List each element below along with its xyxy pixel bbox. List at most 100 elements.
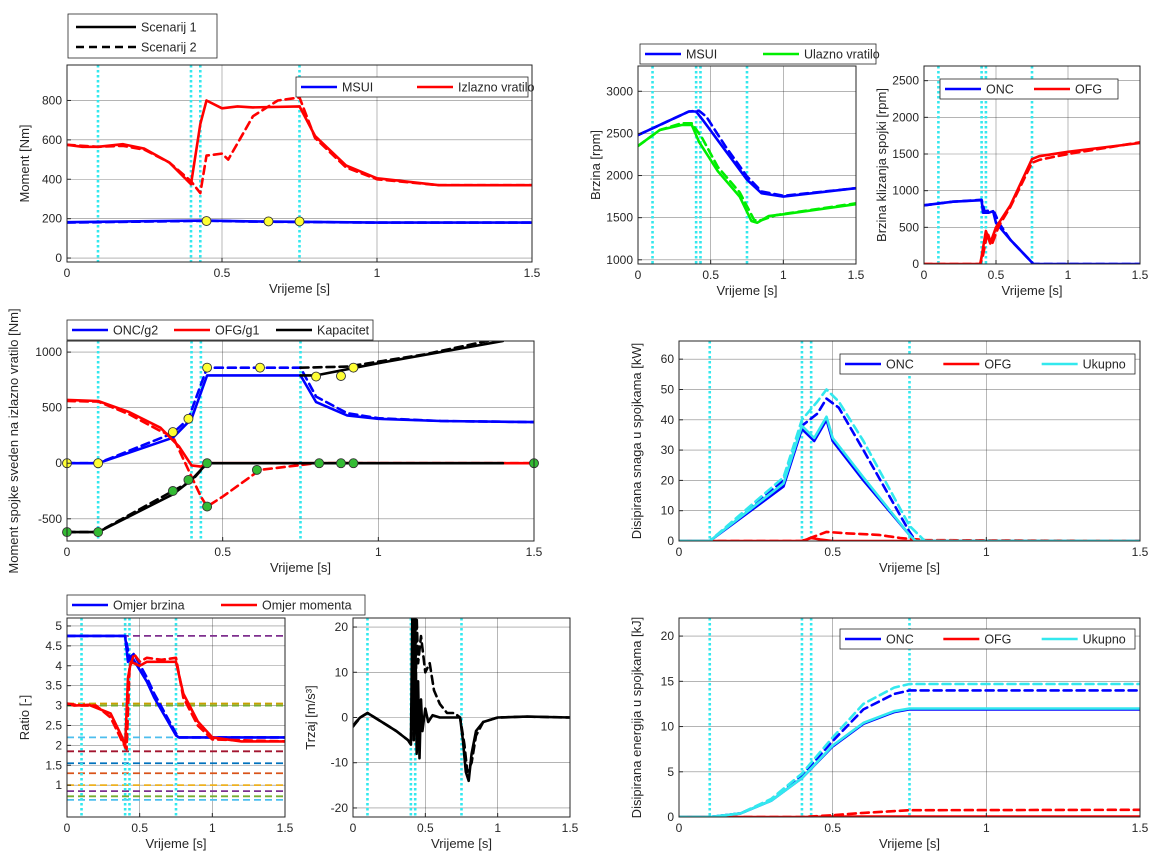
y-tick-label: 50 bbox=[661, 382, 675, 396]
y-tick-label: 5 bbox=[667, 765, 674, 779]
y-tick-label: 600 bbox=[42, 133, 62, 147]
legend-label: OFG bbox=[1075, 83, 1102, 97]
series-line bbox=[353, 618, 570, 774]
plot-content bbox=[679, 341, 1140, 541]
y-tick-label: 400 bbox=[42, 172, 62, 186]
legend-label: Izlazno vratilo bbox=[458, 81, 534, 95]
chart-kapacitet: 0 0.5 1 1.5 -500 0 500 1000 Vrijeme [s] Moment sp… bbox=[6, 308, 543, 575]
scenario-legend-box bbox=[67, 13, 218, 59]
plot-content bbox=[67, 618, 285, 817]
x-tick-label: 1 bbox=[494, 821, 501, 835]
x-axis-label: Vrijeme [s] bbox=[270, 560, 331, 575]
axes-box bbox=[637, 65, 857, 265]
series-line bbox=[67, 96, 532, 195]
y-tick-label: 1500 bbox=[606, 211, 633, 225]
y-tick-label: 2.5 bbox=[45, 718, 62, 732]
series-line bbox=[67, 99, 532, 187]
x-tick-label: 1.5 bbox=[1132, 545, 1149, 559]
legend-label: OFG/g1 bbox=[215, 324, 260, 338]
legend-label: ONC bbox=[986, 83, 1014, 97]
x-tick-label: 1.5 bbox=[562, 821, 579, 835]
series-line bbox=[679, 388, 1140, 541]
data-marker bbox=[202, 362, 213, 373]
axes-box bbox=[66, 340, 535, 542]
data-marker bbox=[202, 458, 213, 469]
data-marker bbox=[183, 413, 194, 424]
y-tick-label: 4 bbox=[55, 659, 62, 673]
legend: ONC OFG Ukupno bbox=[839, 628, 1136, 650]
x-tick-label: 1.5 bbox=[848, 268, 865, 282]
data-marker bbox=[202, 501, 213, 512]
y-axis-label: Disipirana energija u spojkama [kJ] bbox=[629, 617, 644, 819]
axes-box bbox=[66, 617, 286, 818]
legend-label: Ukupno bbox=[1083, 358, 1126, 372]
y-axis-label: Trzaj [m/s³] bbox=[303, 685, 318, 750]
series-line bbox=[67, 652, 285, 751]
y-tick-label: 4.5 bbox=[45, 639, 62, 653]
y-tick-label: 10 bbox=[661, 720, 675, 734]
x-tick-label: 0.5 bbox=[214, 545, 231, 559]
series-line bbox=[679, 682, 1140, 817]
x-axis-label: Vrijeme [s] bbox=[879, 560, 940, 575]
legend-box bbox=[295, 76, 529, 98]
series-line bbox=[299, 341, 505, 377]
x-tick-label: 1 bbox=[209, 821, 216, 835]
x-tick-label: 1 bbox=[983, 821, 990, 835]
data-marker bbox=[251, 464, 262, 475]
series-line bbox=[679, 808, 1140, 817]
legend-box bbox=[939, 78, 1119, 100]
series-line bbox=[67, 219, 532, 224]
axes-box bbox=[66, 64, 533, 263]
y-tick-label: 10 bbox=[335, 665, 349, 679]
x-tick-label: 0 bbox=[635, 268, 642, 282]
x-tick-label: 1 bbox=[375, 545, 382, 559]
scenario-label: Scenarij 1 bbox=[141, 21, 197, 35]
data-marker bbox=[314, 458, 325, 469]
data-marker bbox=[167, 486, 178, 496]
data-marker bbox=[255, 362, 265, 373]
data-marker bbox=[263, 216, 274, 227]
y-axis-label: Moment spojke sveden na izlazno vratilo … bbox=[6, 308, 21, 573]
data-marker bbox=[348, 362, 359, 373]
x-axis-label: Vrijeme [s] bbox=[1002, 283, 1063, 298]
legend: ONC/g2 OFG/g1 Kapacitet bbox=[66, 319, 374, 341]
legend: ONC OFG Ukupno bbox=[839, 353, 1136, 375]
x-tick-label: 1.5 bbox=[1132, 821, 1149, 835]
y-tick-label: 1000 bbox=[35, 345, 62, 359]
y-tick-label: 1.5 bbox=[45, 758, 62, 772]
legend-label: MSUI bbox=[686, 48, 717, 62]
x-tick-label: 0.5 bbox=[988, 268, 1005, 282]
plot-area bbox=[67, 618, 285, 817]
y-axis-label: Brzina klizanja spojki [rpm] bbox=[874, 88, 889, 242]
series-line bbox=[67, 634, 285, 739]
y-tick-label: 800 bbox=[42, 93, 62, 107]
legend: ONC OFG bbox=[939, 78, 1119, 100]
series-line bbox=[924, 141, 1140, 264]
x-tick-label: 1 bbox=[1065, 268, 1072, 282]
y-tick-label: 3.5 bbox=[45, 679, 62, 693]
axes-box bbox=[678, 340, 1141, 542]
y-axis-label: Disipirana snaga u spojkama [kW] bbox=[629, 343, 644, 540]
plot-content bbox=[353, 618, 570, 817]
chart-trzaj: 0 0.5 1 1.5 -20 -10 0 10 20 Vrijeme [s] Trzaj [m/s… bbox=[303, 617, 579, 851]
chart-omjer: 0 0.5 1 1.5 1 1.5 2 2.5 3 3.5 4 4.5 5 Vrijeme [s] Rati… bbox=[17, 594, 366, 851]
y-tick-label: 0 bbox=[55, 251, 62, 265]
y-axis-label: Ratio [-] bbox=[17, 695, 32, 741]
x-axis-label: Vrijeme [s] bbox=[431, 836, 492, 851]
legend-label: OFG bbox=[984, 358, 1011, 372]
series-line bbox=[679, 397, 1140, 541]
y-axis-label: Brzina [rpm] bbox=[588, 130, 603, 200]
x-axis-label: Vrijeme [s] bbox=[269, 281, 330, 296]
chart-snaga: 0 0.5 1 1.5 0 10 20 30 40 50 60 Vrijeme [s] Disipira… bbox=[629, 340, 1149, 575]
data-marker bbox=[294, 216, 305, 227]
y-tick-label: 2000 bbox=[606, 169, 633, 183]
y-tick-label: 1 bbox=[55, 778, 62, 792]
y-tick-label: 10 bbox=[661, 504, 675, 518]
y-tick-label: 3 bbox=[55, 699, 62, 713]
x-tick-label: 0 bbox=[676, 821, 683, 835]
x-tick-label: 1.5 bbox=[526, 545, 543, 559]
data-marker bbox=[167, 427, 178, 438]
y-tick-label: 2500 bbox=[892, 74, 919, 88]
legend-label: OFG bbox=[984, 633, 1011, 647]
x-tick-label: 1 bbox=[983, 545, 990, 559]
